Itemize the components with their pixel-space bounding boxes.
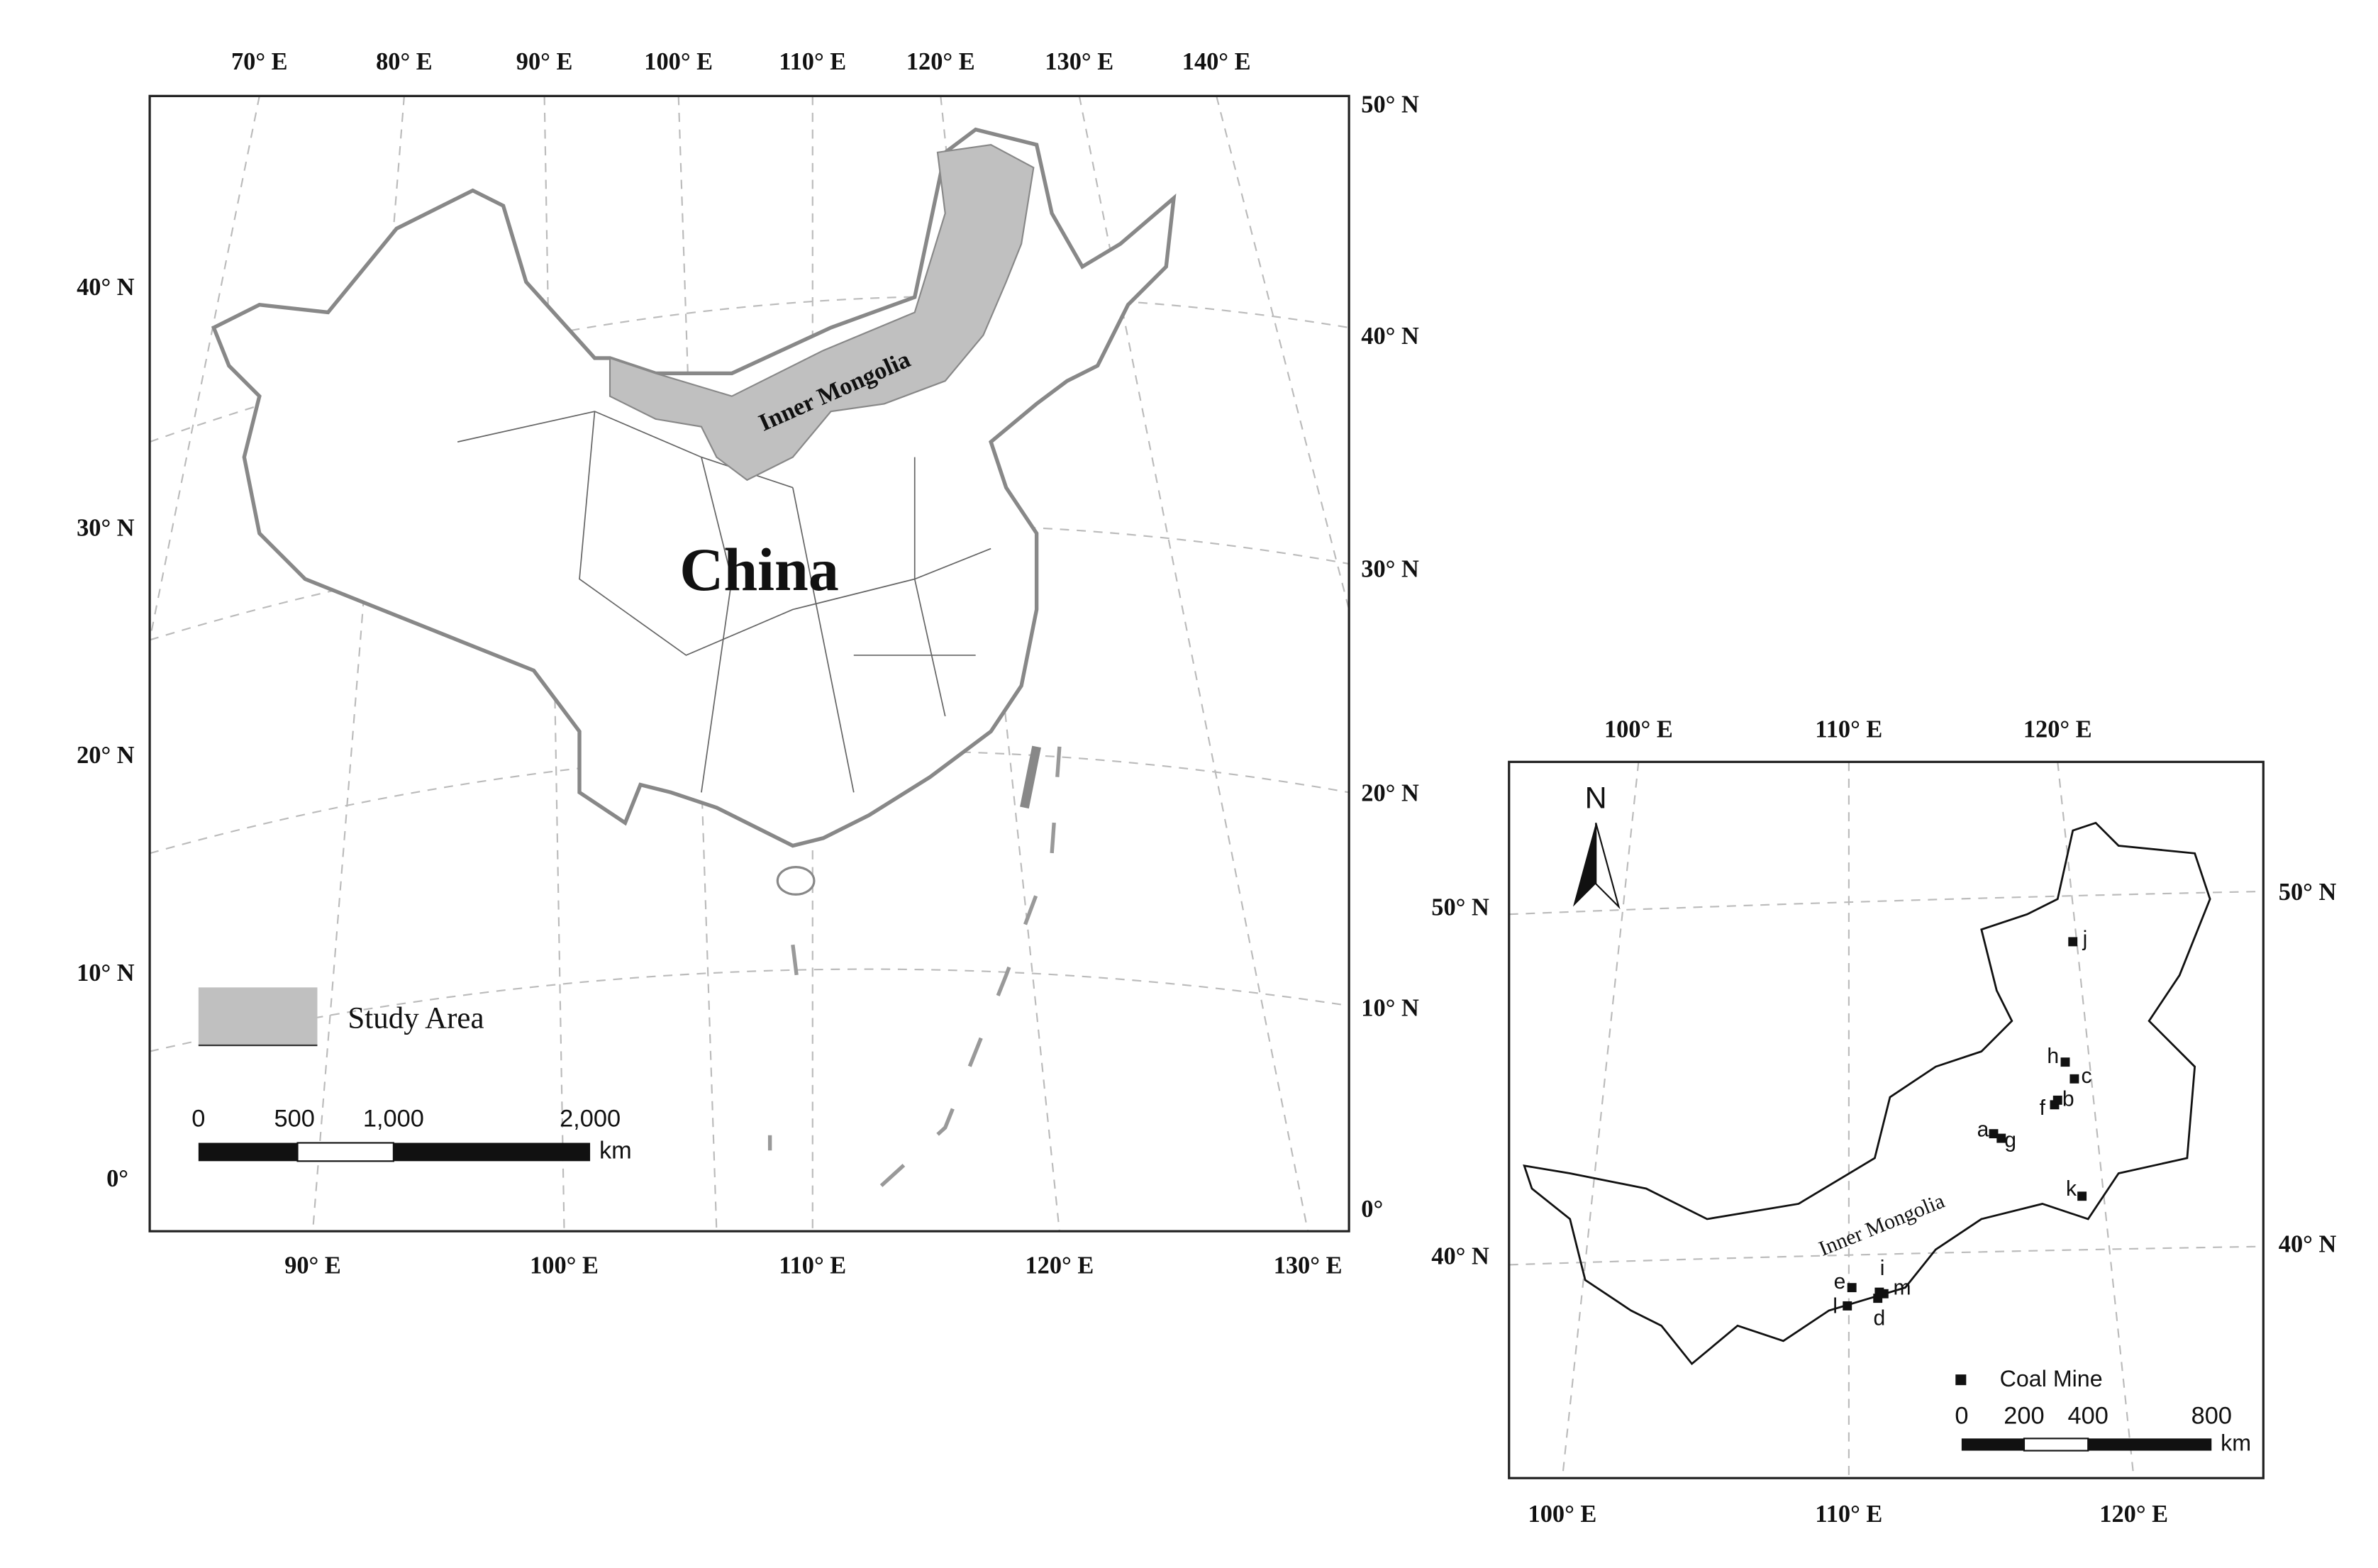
inset-frame bbox=[1508, 760, 2265, 1479]
coal-mine bbox=[1996, 1133, 2006, 1143]
scale-tick: 0 bbox=[1955, 1402, 1968, 1429]
coal-mine bbox=[2077, 1191, 2087, 1201]
taiwan bbox=[1020, 745, 1041, 809]
lon-label: 110° E bbox=[779, 48, 846, 75]
lon-label: 130° E bbox=[1274, 1252, 1343, 1279]
lat-label: 40° N bbox=[77, 274, 135, 301]
lon-label: 110° E bbox=[1815, 1501, 1882, 1528]
north-arrow bbox=[1572, 823, 1596, 907]
lon-label: 120° E bbox=[906, 48, 975, 75]
mine-label: h bbox=[2047, 1045, 2059, 1068]
lon-label: 80° E bbox=[376, 48, 433, 75]
lon-label: 120° E bbox=[2099, 1501, 2168, 1528]
coal-mine bbox=[2068, 937, 2078, 947]
coal-mine bbox=[1843, 1301, 1852, 1311]
scale-seg bbox=[2088, 1438, 2212, 1451]
north-label: N bbox=[1585, 781, 1607, 815]
china-outline bbox=[211, 127, 1177, 848]
mine-label: g bbox=[2004, 1128, 2016, 1152]
lon-label: 130° E bbox=[1045, 48, 1113, 75]
country-label: China bbox=[679, 535, 839, 604]
mine-label: e bbox=[1834, 1270, 1846, 1294]
north-arrow bbox=[1595, 823, 1621, 910]
lon-label: 100° E bbox=[530, 1252, 599, 1279]
coal-mine bbox=[1847, 1283, 1857, 1293]
lon-label: 140° E bbox=[1182, 48, 1251, 75]
mine-label: j bbox=[2082, 928, 2088, 951]
lon-label: 90° E bbox=[516, 48, 573, 75]
mine-label: c bbox=[2082, 1064, 2092, 1088]
mine-label: a bbox=[1977, 1118, 1989, 1141]
scale-seg bbox=[1961, 1438, 2024, 1451]
lat-label: 0° bbox=[1361, 1196, 1383, 1223]
lon-label: 90° E bbox=[284, 1252, 341, 1279]
lat-label: 50° N bbox=[2279, 879, 2337, 906]
legend-mine-symbol bbox=[1955, 1374, 1967, 1386]
lat-label: 50° N bbox=[1431, 894, 1489, 921]
lon-label: 120° E bbox=[2023, 716, 2092, 743]
scale-unit: km bbox=[599, 1137, 632, 1164]
mine-label: d bbox=[1873, 1307, 1885, 1330]
scale-seg bbox=[296, 1142, 394, 1162]
scale-tick: 400 bbox=[2068, 1402, 2108, 1429]
legend-label: Study Area bbox=[348, 1001, 484, 1035]
lat-label: 50° N bbox=[1361, 91, 1419, 118]
provinces bbox=[457, 411, 991, 793]
lon-label: 120° E bbox=[1025, 1252, 1094, 1279]
lon-label: 100° E bbox=[644, 48, 713, 75]
coal-mine bbox=[2060, 1057, 2070, 1067]
lat-label: 20° N bbox=[1361, 780, 1419, 807]
scale-tick: 500 bbox=[274, 1105, 315, 1132]
lon-label: 100° E bbox=[1528, 1501, 1597, 1528]
region-label: Inner Mongolia bbox=[1815, 1189, 1948, 1261]
lat-label: 20° N bbox=[77, 742, 135, 769]
lat-label: 40° N bbox=[1431, 1243, 1489, 1270]
coal-mine bbox=[1873, 1294, 1883, 1303]
lat-label: 10° N bbox=[77, 960, 135, 986]
legend-swatch bbox=[198, 987, 318, 1045]
scale-tick: 1,000 bbox=[363, 1105, 424, 1132]
mine-label: m bbox=[1894, 1277, 1911, 1300]
legend-label: Coal Mine bbox=[2000, 1366, 2103, 1391]
coal-mine bbox=[2069, 1074, 2079, 1084]
lat-label: 40° N bbox=[2279, 1231, 2337, 1258]
main-frame bbox=[148, 94, 1350, 1233]
lat-label: 40° N bbox=[1361, 323, 1419, 350]
hainan bbox=[776, 865, 816, 896]
scale-seg bbox=[393, 1142, 591, 1162]
lat-label: 30° N bbox=[77, 515, 135, 542]
nine-dash bbox=[767, 746, 1062, 1206]
lon-label: 110° E bbox=[1815, 716, 1882, 743]
study-area bbox=[609, 144, 1035, 482]
lat-label: 10° N bbox=[1361, 994, 1419, 1021]
mine-label: i bbox=[1880, 1257, 1885, 1280]
scale-tick: 2,000 bbox=[560, 1105, 621, 1132]
scale-tick: 800 bbox=[2191, 1402, 2232, 1429]
scale-tick: 200 bbox=[2004, 1402, 2044, 1429]
coal-mine bbox=[2052, 1095, 2062, 1105]
mine-label: b bbox=[2062, 1087, 2074, 1111]
scale-unit: km bbox=[2221, 1430, 2251, 1455]
mine-label: l bbox=[1833, 1295, 1838, 1318]
scale-tick: 0 bbox=[191, 1105, 205, 1132]
lon-label: 100° E bbox=[1604, 716, 1673, 743]
lon-label: 70° E bbox=[231, 48, 288, 75]
lon-label: 110° E bbox=[779, 1252, 846, 1279]
inset-region bbox=[1523, 821, 2211, 1366]
lat-label: 30° N bbox=[1361, 556, 1419, 583]
scale-seg bbox=[2023, 1438, 2089, 1452]
lat-label: 0° bbox=[106, 1165, 128, 1192]
mine-label: f bbox=[2040, 1096, 2046, 1120]
mine-label: k bbox=[2066, 1177, 2077, 1201]
coal-mine bbox=[1989, 1129, 1999, 1139]
scale-seg bbox=[198, 1142, 298, 1162]
